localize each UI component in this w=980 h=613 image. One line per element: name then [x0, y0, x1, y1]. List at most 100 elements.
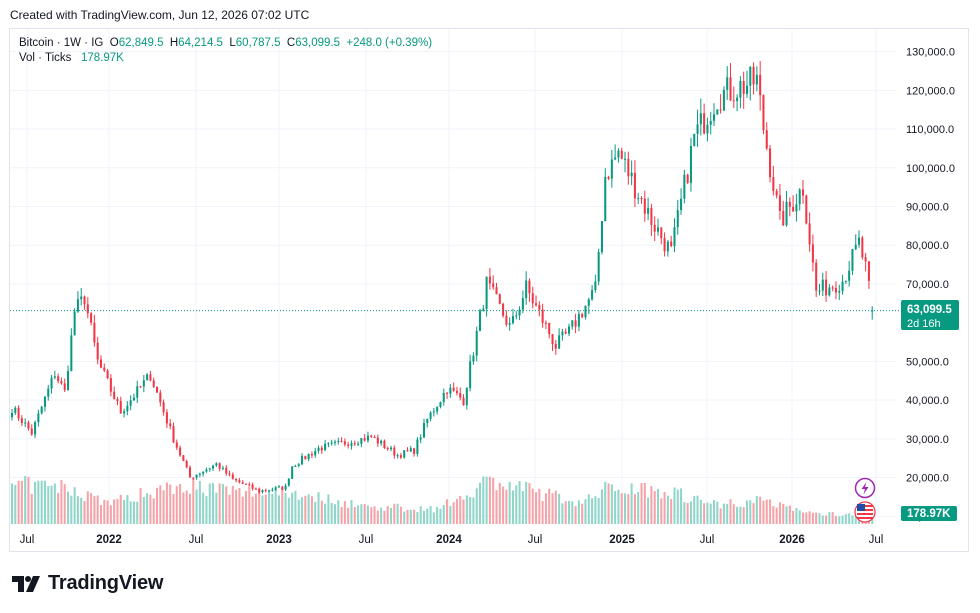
- close-label: C: [286, 37, 296, 49]
- volume-bar: [340, 507, 343, 524]
- volume-bar: [535, 492, 538, 524]
- volume-bar: [132, 501, 135, 524]
- volume-bar: [261, 495, 264, 524]
- candle-body: [40, 406, 43, 414]
- volume-bar: [241, 496, 244, 524]
- time-tick-label: Jul: [869, 534, 884, 546]
- candle-body: [390, 447, 393, 450]
- low-label: L: [229, 37, 236, 49]
- candle-body: [366, 435, 369, 441]
- candle-body: [43, 396, 46, 407]
- candle-body: [511, 316, 514, 324]
- candle-body: [614, 157, 617, 160]
- symbol-label[interactable]: Bitcoin · 1W · IG: [19, 37, 104, 49]
- candle-body: [103, 367, 106, 371]
- volume-bar: [716, 501, 719, 524]
- candle-body: [235, 478, 238, 481]
- volume-bars: [10, 476, 874, 524]
- candle-body: [106, 370, 109, 379]
- volume-bar: [630, 483, 633, 524]
- volume-bar: [37, 480, 40, 524]
- candle-body: [123, 411, 126, 414]
- candle-body: [821, 279, 824, 291]
- candle-body: [624, 158, 627, 160]
- time-tick-label: Jul: [700, 534, 715, 546]
- volume-label[interactable]: Vol · Ticks: [19, 52, 72, 64]
- candle-body: [564, 331, 567, 334]
- lightning-icon[interactable]: [854, 477, 876, 499]
- candle-body: [686, 174, 689, 183]
- candle-body: [584, 305, 587, 318]
- volume-bar: [617, 489, 620, 524]
- volume-bar: [508, 481, 511, 524]
- volume-bar: [27, 476, 30, 524]
- candle-body: [99, 359, 103, 368]
- candle-body: [567, 326, 571, 334]
- candle-body: [732, 100, 735, 102]
- candle-body: [373, 436, 376, 438]
- volume-bar: [620, 493, 623, 524]
- volume-bar: [393, 503, 396, 524]
- volume-bar: [627, 494, 630, 524]
- volume-bar: [834, 515, 837, 524]
- volume-bar: [294, 490, 297, 524]
- volume-bar: [670, 499, 673, 524]
- time-tick-label: 2022: [96, 534, 122, 546]
- candle-body: [212, 465, 215, 469]
- volume-bar: [86, 491, 89, 524]
- candle-body: [142, 380, 145, 387]
- volume-bar: [482, 476, 485, 524]
- volume-bar: [469, 497, 472, 524]
- volume-bar: [597, 498, 600, 524]
- volume-bar: [419, 506, 422, 524]
- candle-body: [225, 467, 228, 474]
- candle-body: [597, 252, 600, 282]
- volume-bar: [221, 484, 224, 524]
- volume-bar: [96, 495, 99, 524]
- volume-bar: [192, 478, 195, 524]
- time-tick-label: Jul: [359, 534, 374, 546]
- candle-body: [393, 447, 396, 456]
- time-tick-label: 2023: [266, 534, 292, 546]
- volume-bar: [310, 496, 313, 524]
- candle-body: [399, 455, 402, 458]
- volume-bar: [778, 502, 781, 524]
- candle-body: [610, 159, 613, 179]
- candle-body: [202, 471, 205, 474]
- price-chart[interactable]: 130,000.0 120,000.0 110,000.0 100,000.0 90,0…: [0, 0, 980, 560]
- volume-bar: [291, 492, 294, 524]
- us-flag-icon[interactable]: [854, 501, 876, 523]
- candle-body: [765, 130, 768, 149]
- volume-bar: [828, 512, 831, 524]
- volume-bar: [587, 494, 590, 524]
- volume-bar: [188, 493, 191, 524]
- candle-body: [169, 423, 172, 427]
- volume-bar: [146, 493, 149, 524]
- candle-body: [825, 279, 828, 296]
- volume-bar: [571, 501, 574, 524]
- volume-bar: [139, 488, 142, 524]
- volume-bar: [73, 487, 76, 524]
- candle-body: [215, 463, 218, 466]
- tradingview-logo[interactable]: TradingView: [12, 572, 163, 595]
- volume-bar: [518, 480, 521, 524]
- candle-body: [426, 418, 429, 424]
- volume-bar: [680, 488, 683, 524]
- price-tick-label: 70,000.0: [906, 279, 949, 291]
- candle-body: [811, 244, 814, 263]
- volume-bar: [258, 491, 261, 524]
- created-with-caption: Created with TradingView.com, Jun 12, 20…: [10, 8, 310, 22]
- volume-bar: [591, 498, 594, 524]
- candle-body: [422, 423, 426, 438]
- candle-body: [119, 400, 122, 414]
- volume-bar: [34, 482, 37, 524]
- candle-body: [301, 456, 304, 465]
- candle-body: [630, 172, 633, 177]
- volume-bar: [742, 507, 745, 524]
- candle-body: [607, 176, 610, 179]
- volume-bar: [353, 507, 356, 524]
- candle-body: [666, 241, 669, 252]
- candle-body: [660, 227, 663, 239]
- candle-body: [291, 466, 294, 479]
- candle-body: [277, 486, 280, 488]
